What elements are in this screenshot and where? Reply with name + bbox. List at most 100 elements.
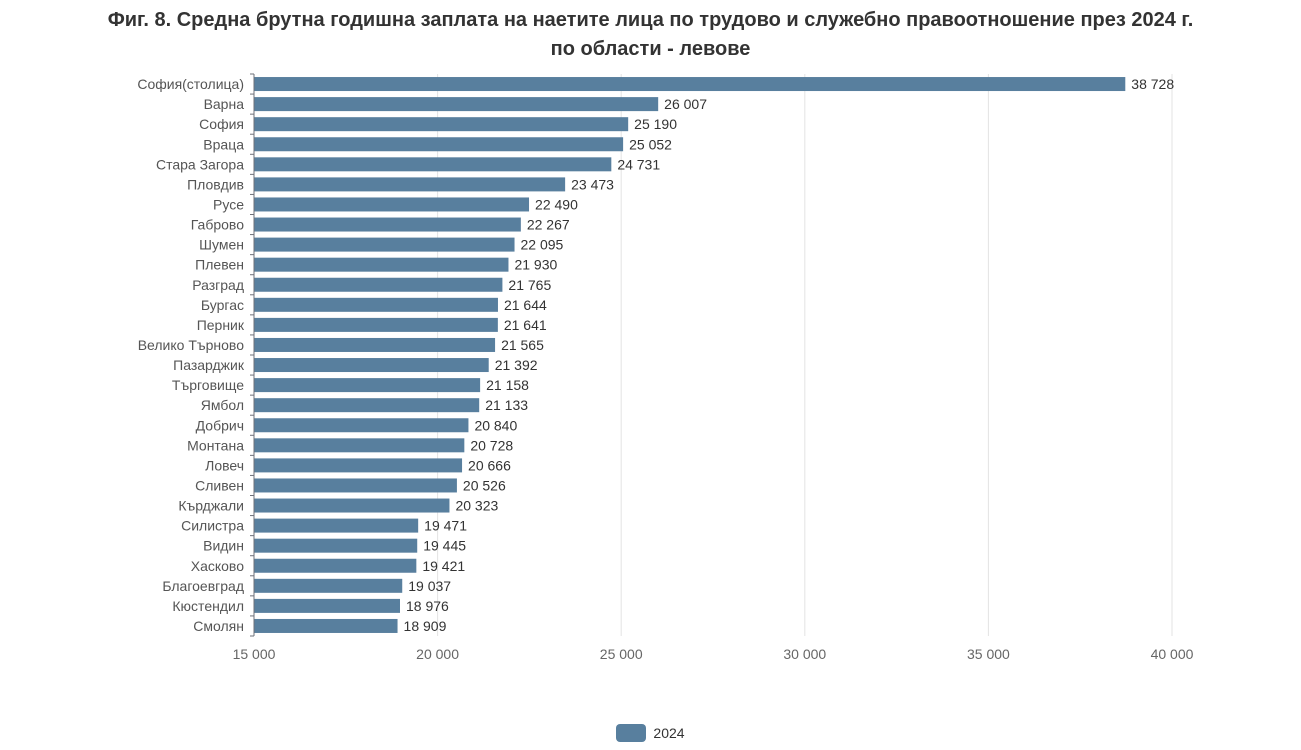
category-label: Разград [192, 277, 244, 293]
chart-title-line-2: по области - левове [550, 38, 751, 60]
bar [254, 197, 530, 212]
bar [254, 117, 629, 132]
x-tick-label: 15 000 [233, 646, 276, 662]
bar [254, 498, 450, 513]
data-label: 20 526 [463, 477, 506, 493]
category-label: Ловеч [205, 457, 244, 473]
bar [254, 137, 624, 152]
category-label: Кюстендил [172, 598, 244, 614]
data-label: 20 323 [455, 498, 498, 514]
bar [254, 157, 612, 172]
bar [254, 297, 498, 312]
category-label: Велико Търново [138, 337, 244, 353]
chart-title: Фиг. 8. Средна брутна годишна заплата на… [0, 6, 1301, 64]
data-label: 20 728 [470, 437, 513, 453]
category-label: Пазарджик [173, 357, 245, 373]
data-label: 21 644 [504, 297, 547, 313]
x-tick-label: 25 000 [600, 646, 643, 662]
category-label: Търговище [172, 377, 244, 393]
bar [254, 418, 469, 433]
data-label: 25 190 [634, 116, 677, 132]
category-label: Хасково [191, 558, 244, 574]
data-label: 24 731 [617, 156, 660, 172]
data-label: 18 976 [406, 598, 449, 614]
category-label: Плевен [195, 257, 244, 273]
bar [254, 378, 481, 393]
bar [254, 558, 417, 573]
bar [254, 237, 515, 252]
bar [254, 618, 398, 633]
x-tick-label: 20 000 [416, 646, 459, 662]
bar [254, 458, 463, 473]
gridlines [437, 74, 1173, 636]
data-label: 23 473 [571, 176, 614, 192]
bars [254, 77, 1126, 633]
bar [254, 358, 489, 373]
data-label: 21 641 [504, 317, 547, 333]
data-label: 21 133 [485, 397, 528, 413]
category-label: Добрич [196, 417, 244, 433]
category-label: Смолян [193, 618, 244, 634]
legend-swatch[interactable] [616, 724, 647, 742]
labels: 15 000 20 000 25 000 30 000 35 000 40 000 Софи… [137, 76, 1193, 662]
data-label: 20 666 [468, 457, 511, 473]
bar [254, 317, 498, 332]
data-label: 26 007 [664, 96, 707, 112]
category-label: Ямбол [201, 397, 244, 413]
bar [254, 478, 457, 493]
category-label: Шумен [199, 237, 244, 253]
data-label: 38 728 [1131, 76, 1174, 92]
data-label: 21 565 [501, 337, 544, 353]
category-label: Силистра [181, 518, 244, 534]
data-label: 21 765 [508, 277, 551, 293]
data-label: 18 909 [404, 618, 447, 634]
data-label: 20 840 [474, 417, 517, 433]
data-label: 25 052 [629, 136, 672, 152]
category-label: Кърджали [178, 498, 244, 514]
data-label: 21 392 [495, 357, 538, 373]
category-label: Перник [197, 317, 245, 333]
x-tick-label: 40 000 [1151, 646, 1194, 662]
bar [254, 398, 480, 413]
category-label: Видин [203, 538, 244, 554]
axes [250, 73, 255, 637]
bar [254, 518, 419, 533]
legend[interactable]: 2024 [0, 724, 1301, 742]
bar [254, 438, 465, 453]
category-label: Бургас [201, 297, 244, 313]
bar [254, 257, 509, 272]
category-label: Стара Загора [156, 156, 244, 172]
data-label: 19 037 [408, 578, 451, 594]
category-label: Монтана [187, 437, 244, 453]
bar [254, 578, 403, 593]
data-label: 22 095 [521, 237, 564, 253]
category-label: Русе [213, 196, 244, 212]
bar [254, 177, 566, 192]
bar [254, 538, 418, 553]
bar [254, 277, 503, 292]
data-label: 19 471 [424, 518, 467, 534]
legend-label[interactable]: 2024 [653, 725, 685, 741]
x-tick-label: 35 000 [967, 646, 1010, 662]
bar-chart: 15 000 20 000 25 000 30 000 35 000 40 000 Софи… [137, 73, 1194, 662]
category-label: Враца [203, 136, 244, 152]
category-label: Габрово [191, 217, 244, 233]
data-label: 22 490 [535, 196, 578, 212]
bar [254, 337, 496, 352]
category-label: София [199, 116, 244, 132]
data-label: 19 445 [423, 538, 466, 554]
category-label: Сливен [195, 477, 244, 493]
data-label: 19 421 [422, 558, 465, 574]
data-label: 22 267 [527, 217, 570, 233]
bar [254, 598, 400, 613]
data-label: 21 930 [514, 257, 557, 273]
category-label: София(столица) [137, 76, 244, 92]
bar [254, 217, 521, 232]
category-label: Пловдив [187, 176, 244, 192]
bar [254, 97, 659, 112]
category-label: Благоевград [162, 578, 244, 594]
chart-title-line-1: Фиг. 8. Средна брутна годишна заплата на… [107, 9, 1194, 31]
data-label: 21 158 [486, 377, 529, 393]
x-tick-label: 30 000 [783, 646, 826, 662]
bar [254, 77, 1126, 92]
